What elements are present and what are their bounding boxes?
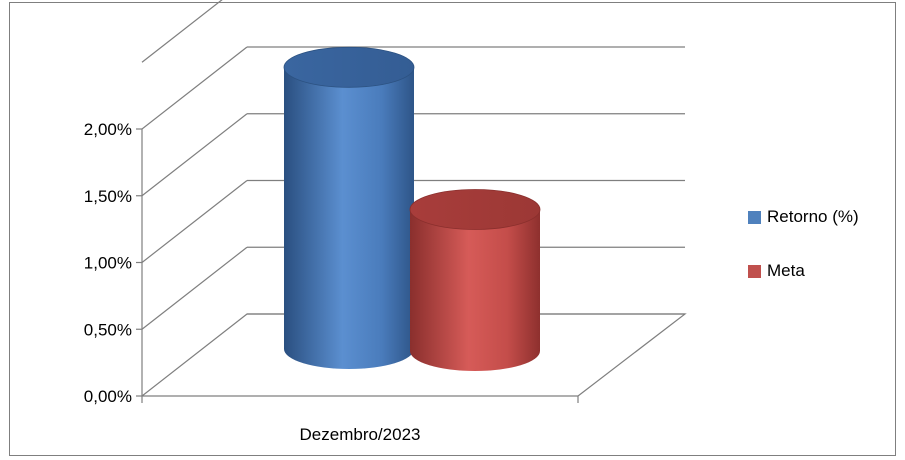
gridline-side	[141, 46, 248, 130]
legend: Retorno (%) Meta	[748, 203, 859, 311]
y-tick-label: 2,00%	[84, 120, 132, 139]
bar-top	[409, 189, 541, 230]
x-axis-labels: Dezembro/2023	[300, 425, 421, 444]
floor	[141, 313, 687, 397]
gridline-side	[141, 0, 223, 63]
x-tick-label: Dezembro/2023	[300, 425, 421, 444]
bar-body	[410, 209, 540, 371]
y-tick-label: 1,50%	[84, 187, 132, 206]
legend-label-meta: Meta	[767, 261, 805, 280]
y-axis-ticks: 0,00% 0,50% 1,00% 1,50% 2,00%	[84, 120, 132, 406]
gridline-side	[141, 113, 248, 197]
legend-swatch-retorno	[748, 210, 761, 224]
y-tick-label: 0,50%	[84, 320, 132, 339]
y-tick-label: 0,00%	[84, 387, 132, 406]
axes	[136, 128, 579, 403]
bar-body	[284, 67, 414, 369]
legend-swatch-meta	[748, 264, 761, 278]
legend-item-retorno: Retorno (%)	[748, 203, 859, 231]
legend-label-retorno: Retorno (%)	[767, 207, 859, 226]
bars	[283, 46, 541, 371]
bar-meta	[409, 189, 541, 371]
gridline-side	[141, 246, 248, 330]
legend-item-meta: Meta	[748, 257, 859, 285]
y-tick-label: 1,00%	[84, 254, 132, 273]
gridline-side	[141, 180, 248, 263]
bar-top	[283, 46, 415, 88]
bar-retorno	[283, 46, 415, 369]
